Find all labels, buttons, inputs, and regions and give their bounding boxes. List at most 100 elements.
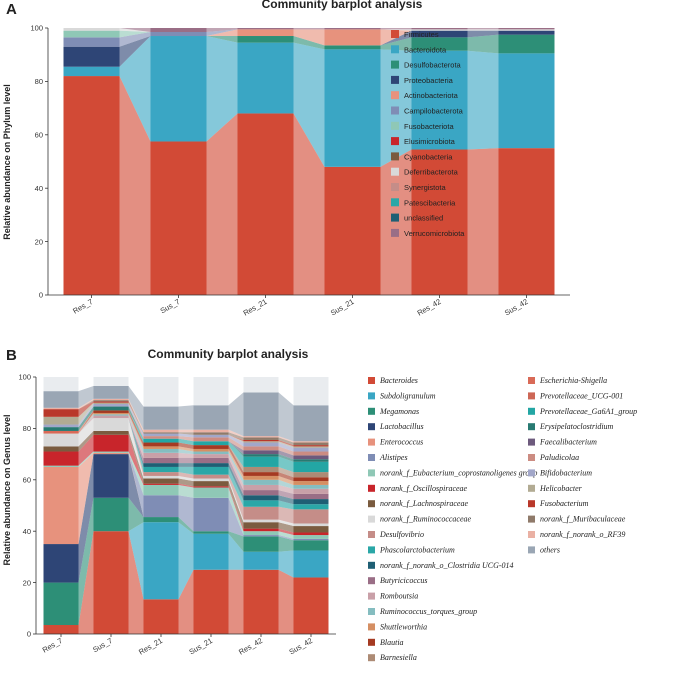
ribbon-norank-f-lachnospiraceae-0 (78, 430, 94, 452)
bar-remainder-res-21 (143, 377, 179, 407)
bar-escherichia-shigella-res-7 (43, 430, 79, 434)
x-tick-label-res-21: Res_21 (242, 297, 269, 318)
legend-item-bifidobacterium: Bifidobacterium (528, 468, 592, 477)
ribbon-desulfobacterota-4 (467, 34, 499, 54)
legend-label: Desulfovibrio (379, 530, 424, 539)
legend-swatch (528, 515, 535, 523)
ribbon-lactobacillus-1 (128, 454, 144, 518)
panel-a: A Community barplot analysis Relative ab… (2, 0, 570, 318)
legend-item-butyricicoccus: Butyricicoccus (368, 576, 428, 585)
legend-swatch (368, 623, 375, 631)
bar-megamonas-sus-42 (293, 540, 329, 551)
ribbon-deferribacterota-4 (467, 29, 499, 31)
bar-bifidobacterium-res-21 (143, 433, 179, 437)
ribbon-fusobacterium-0 (78, 401, 94, 417)
legend-item-desulfobacterota: Desulfobacterota (391, 60, 462, 70)
y-tick-label: 80 (23, 424, 31, 433)
ribbon-blautia-1 (128, 410, 144, 447)
legend-item-blautia: Blautia (368, 638, 404, 647)
legend-swatch (368, 438, 375, 446)
ribbon-shuttleworthia-3 (228, 448, 244, 480)
legend-item-shuttleworthia: Shuttleworthia (368, 622, 427, 631)
series-norank-f-ruminococcaceae (43, 418, 329, 527)
bar-bacteroidota-res-7 (63, 66, 120, 77)
ribbon-campilobacterota-1 (206, 29, 238, 37)
bar-shuttleworthia-sus-21 (193, 448, 229, 452)
series-ruminococcus-torques-group (78, 414, 329, 489)
legend-label: norank_f_Oscillospiraceae (380, 484, 468, 493)
bar-norank-f-lachnospiraceae-res-21 (143, 478, 179, 484)
ribbon-shuttleworthia-2 (178, 446, 194, 452)
bar-helicobacter-res-7 (43, 416, 79, 425)
legend-item-norank-f-lachnospiraceae: norank_f_Lachnospiraceae (368, 499, 468, 508)
bar-remainder-sus-21 (193, 377, 229, 406)
ribbon-ruminococcus-torques-group-2 (178, 448, 194, 455)
ribbon-blautia-4 (278, 472, 294, 482)
legend-swatch (528, 484, 535, 492)
bar-alistipes-sus-21 (193, 497, 229, 532)
ribbon-shuttleworthia-4 (278, 475, 294, 485)
bar-faecalibacterium-res-42 (243, 450, 279, 455)
bar-desulfovibrio-sus-21 (193, 474, 229, 479)
legend-swatch (528, 392, 535, 400)
legend-item-norank-f-ruminococcaceae: norank_f_Ruminococcaceae (368, 515, 472, 524)
x-tick-label-sus-21: Sus_21 (187, 636, 214, 657)
panel-a-letter: A (6, 1, 17, 18)
bar-remainder-sus-7 (93, 377, 129, 386)
bar-desulfovibrio-res-21 (143, 472, 179, 476)
legend-swatch (391, 91, 399, 100)
ribbon-alistipes-1 (128, 452, 144, 518)
ribbon-norank-f-lachnospiraceae-1 (128, 430, 144, 484)
legend-label: Enterococcus (379, 438, 423, 447)
legend-swatch (528, 377, 535, 384)
bar-others-res-21 (143, 406, 179, 430)
bar-barnesiella-sus-42 (293, 472, 329, 478)
ribbon-norank-f-oscillospiraceae-0 (78, 434, 94, 466)
bar-norank-f-norank-o-rf39-res-42 (243, 436, 279, 438)
bar-enterococcus-sus-7 (93, 452, 129, 455)
bar-desulfobacterota-res-42 (411, 37, 468, 51)
ribbon-actinobacteriota-2 (293, 29, 325, 46)
panel-b: B Community barplot analysis Relative ab… (2, 347, 637, 662)
bar-proteobacteria-res-42 (411, 30, 468, 38)
legend-swatch (368, 608, 375, 615)
ribbon-proteobacteria-0 (119, 36, 151, 67)
legend-swatch (368, 546, 375, 554)
bar-norank-f-muribaculaceae-sus-42 (293, 442, 329, 446)
legend-item-norank-f-eubacterium-coprostanoligenes-group: norank_f_Eubacterium_coprostanoligenes g… (368, 468, 537, 477)
ribbon-paludicolaa-2 (178, 436, 194, 442)
bar-norank-f-norank-o-clostridia-ucg-014-res-21 (143, 463, 179, 467)
legend-swatch (528, 500, 535, 508)
ribbon-norank-f-muribaculaceae-4 (278, 437, 294, 446)
bar-bacteroides-sus-42 (293, 577, 329, 634)
bar-alistipes-res-42 (243, 535, 279, 537)
ribbon-enterococcus-0 (78, 452, 94, 545)
legend-item-norank-f-norank-o-rf39: norank_f_norank_o_RF39 (528, 530, 625, 539)
legend-label: Synergistota (404, 183, 447, 192)
series-faecalibacterium (228, 441, 329, 460)
ribbon-bacteroidota-1 (206, 36, 238, 142)
series-norank-f-oscillospiraceae (43, 434, 329, 536)
bar-bacteroides-sus-21 (193, 569, 229, 634)
ribbon-subdoligranulum-3 (228, 533, 244, 570)
bar-norank-f-norank-o-rf39-res-21 (143, 429, 179, 433)
legend-item-fusobacterium: Fusobacterium (528, 499, 589, 508)
ribbon-actinobacteriota-1 (206, 29, 238, 37)
ribbon-subdoligranulum-1 (128, 522, 144, 600)
ribbon-romboutsia-1 (128, 415, 144, 458)
bar-others-sus-42 (293, 405, 329, 442)
legend-swatch (368, 377, 375, 384)
bar-desulfobacterota-sus-42 (498, 34, 555, 54)
series-bacteroides (43, 531, 329, 634)
series-bacteroidota (63, 36, 555, 167)
ribbon-subdoligranulum-2 (178, 522, 194, 600)
ribbon-others-2 (178, 405, 194, 430)
legend-swatch (368, 407, 375, 415)
ribbon-norank-f-ruminococcaceae-3 (228, 478, 244, 523)
bar-fusobacterium-sus-7 (93, 401, 129, 403)
ribbon-norank-f-ruminococcaceae-1 (128, 418, 144, 479)
x-tick-label-res-42: Res_42 (416, 297, 443, 318)
bar-prevotellaceae-ga6a1-group-sus-21 (193, 441, 229, 446)
bar-norank-f-lachnospiraceae-sus-42 (293, 526, 329, 533)
ribbon-norank-f-ruminococcaceae-4 (278, 519, 294, 527)
